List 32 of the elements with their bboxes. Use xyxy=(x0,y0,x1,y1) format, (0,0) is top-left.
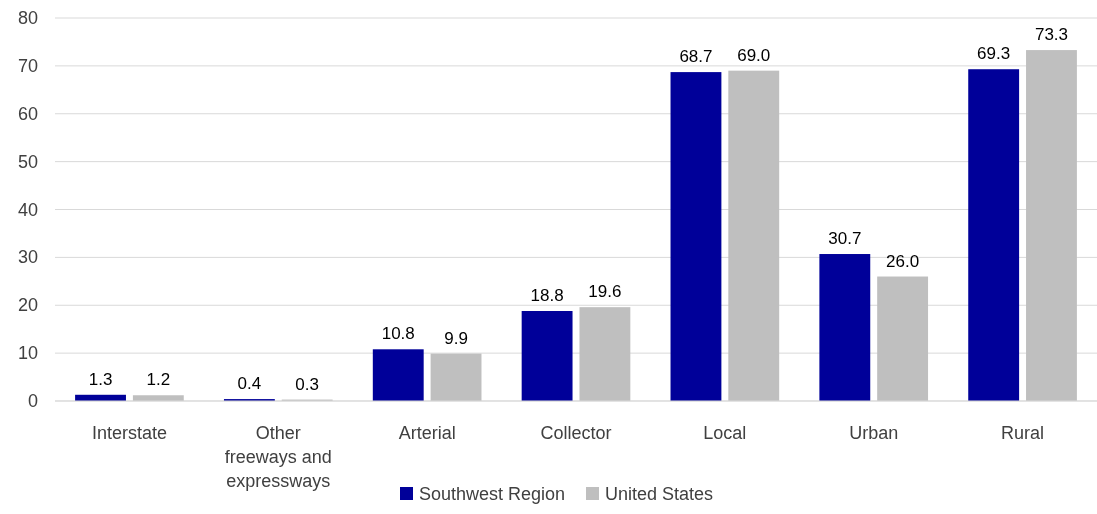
x-tick-label: Other freeways and expressways xyxy=(224,423,332,491)
y-tick-label: 60 xyxy=(17,103,38,124)
legend-label: United States xyxy=(605,484,714,504)
x-tick-label: Arterial xyxy=(398,423,456,443)
x-tick-label: Rural xyxy=(1001,423,1045,443)
data-label: 1.3 xyxy=(88,369,113,389)
y-tick-label: 50 xyxy=(17,151,38,172)
data-label: 9.9 xyxy=(444,328,468,348)
data-label: 19.6 xyxy=(588,282,622,302)
x-tick-label: Urban xyxy=(849,423,899,443)
y-tick-label: 10 xyxy=(17,343,38,364)
legend-label: Southwest Region xyxy=(419,484,566,504)
data-label: 18.8 xyxy=(530,285,564,305)
y-tick-label: 70 xyxy=(17,55,38,76)
y-tick-label: 40 xyxy=(17,199,38,220)
data-label: 69.3 xyxy=(977,44,1011,64)
data-label: 69.0 xyxy=(737,45,771,65)
data-label: 0.3 xyxy=(295,374,320,394)
x-tick-label: Collector xyxy=(540,423,612,443)
y-tick-label: 20 xyxy=(17,295,38,316)
y-tick-label: 0 xyxy=(27,391,38,411)
x-tick-label: Interstate xyxy=(91,423,167,443)
data-label: 10.8 xyxy=(381,324,415,344)
data-label: 30.7 xyxy=(828,229,862,249)
data-label: 73.3 xyxy=(1034,25,1069,45)
data-label: 0.4 xyxy=(237,374,262,394)
y-tick-label: 80 xyxy=(17,8,38,28)
data-label: 1.2 xyxy=(146,370,171,390)
data-label: 26.0 xyxy=(886,251,920,271)
x-tick-label: Local xyxy=(703,423,747,443)
data-label: 68.7 xyxy=(679,47,713,67)
y-tick-label: 30 xyxy=(17,247,38,268)
